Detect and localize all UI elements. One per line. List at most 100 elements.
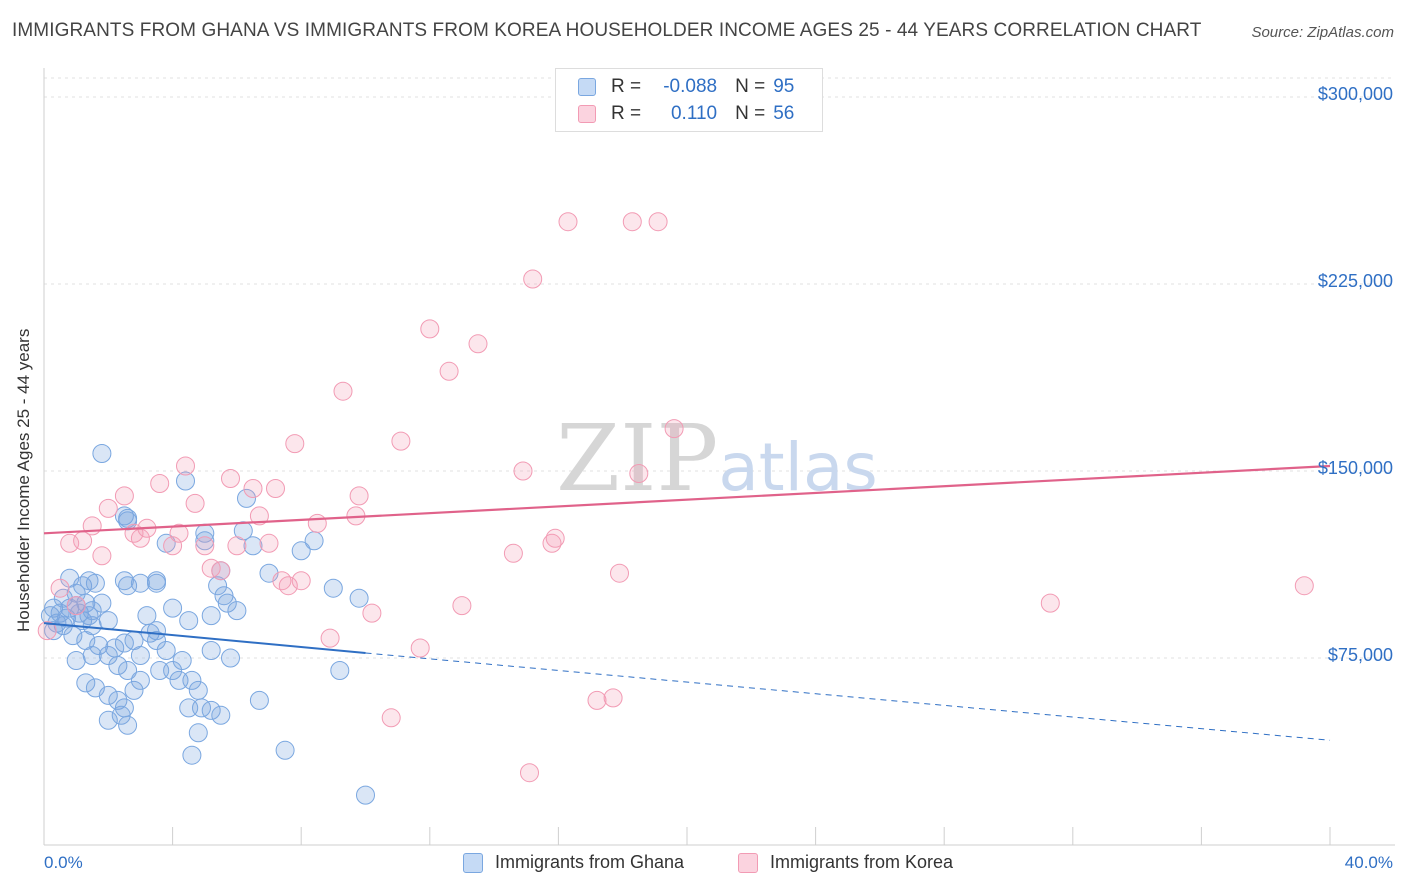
korea-point-27: [278, 576, 298, 596]
chart-source: Source: ZipAtlas.com: [1251, 24, 1394, 41]
ghana-trend-line: [43, 622, 366, 655]
ghana-point-42: [118, 715, 138, 735]
korea-point-40: [439, 361, 459, 381]
legend-item-ghana[interactable]: Immigrants from Ghana: [463, 852, 684, 873]
korea-point-21: [227, 536, 247, 556]
ghana-point-20: [85, 573, 105, 593]
ghana-point-25: [89, 636, 109, 655]
ghana-point-56: [124, 631, 144, 650]
ghana-point-52: [163, 661, 183, 680]
ghana-point-86: [92, 444, 112, 463]
n-value: 56: [773, 103, 795, 124]
ghana-point-81: [237, 488, 256, 508]
korea-point-6: [92, 546, 112, 566]
korea-point-50: [587, 690, 607, 710]
korea-point-52: [610, 563, 629, 583]
ghana-point-95: [349, 588, 369, 608]
chart-title: IMMIGRANTS FROM GHANA VS IMMIGRANTS FROM…: [12, 20, 1202, 41]
ghana-point-67: [208, 576, 228, 596]
ghana-point-75: [201, 700, 221, 720]
legend-item-korea[interactable]: Immigrants from Korea: [738, 852, 953, 873]
korea-point-51: [603, 688, 623, 708]
korea-point-32: [333, 381, 353, 401]
ghana-point-96: [356, 785, 375, 805]
korea-point-42: [468, 334, 488, 354]
ghana-point-51: [156, 641, 176, 660]
korea-point-46: [523, 269, 543, 289]
korea-point-16: [185, 493, 205, 513]
trend-lines: [43, 464, 1331, 741]
korea-point-44: [513, 461, 533, 481]
ghana-point-38: [124, 680, 144, 700]
ghana-point-53: [169, 670, 189, 690]
korea-point-35: [362, 603, 382, 623]
ghana-point-41: [111, 705, 131, 725]
korea-point-8: [114, 486, 134, 506]
y-tick-label-2: $225,000: [1317, 271, 1393, 291]
ghana-point-36: [108, 690, 128, 710]
n-label: N =: [735, 76, 766, 97]
x-tick-label-min: 0.0%: [44, 853, 83, 872]
ghana-point-79: [182, 745, 202, 765]
korea-point-13: [163, 536, 183, 556]
ghana-point-72: [201, 606, 221, 626]
korea-point-38: [410, 638, 430, 658]
ghana-point-94: [330, 661, 350, 680]
ghana-point-90: [275, 740, 295, 760]
korea-point-15: [176, 456, 195, 476]
ghana-point-80: [227, 601, 247, 621]
ghana-point-91: [291, 541, 311, 561]
ghana-point-63: [172, 651, 192, 670]
ghana-point-47: [130, 573, 150, 593]
ghana-trend-extension: [365, 652, 1331, 741]
ghana-point-78: [188, 723, 208, 743]
series-legend: Immigrants from Ghana Immigrants from Ko…: [0, 852, 1406, 878]
korea-point-12: [150, 474, 170, 493]
korea-point-45: [520, 763, 539, 783]
korea-point-31: [320, 628, 340, 648]
korea-point-1: [50, 578, 70, 598]
ghana-point-40: [98, 710, 118, 730]
ghana-point-71: [195, 531, 215, 551]
ghana-point-3: [50, 603, 70, 623]
ghana-point-30: [98, 646, 118, 665]
ghana-point-54: [150, 661, 170, 680]
korea-point-54: [629, 464, 649, 483]
korea-point-39: [420, 319, 440, 339]
r-label: R =: [611, 76, 642, 97]
ghana-point-92: [304, 531, 324, 551]
ghana-legend-swatch: [463, 852, 483, 873]
legend-label-ghana: Immigrants from Ghana: [495, 852, 685, 872]
korea-point-30: [307, 513, 327, 533]
korea-point-23: [249, 506, 269, 526]
gridlines: [44, 77, 1395, 659]
x-tick-label-max: 40.0%: [1344, 853, 1393, 872]
ghana-point-84: [221, 648, 240, 668]
korea-point-0: [37, 621, 57, 641]
ghana-point-60: [147, 621, 166, 641]
korea-point-53: [622, 212, 642, 232]
y-tick-label-3: $300,000: [1317, 84, 1393, 104]
korea-point-43: [503, 543, 523, 563]
stats-legend: R = -0.088 N = 95 R = 0.110 N = 56: [555, 68, 823, 132]
ghana-point-14: [44, 621, 64, 641]
legend-row-ghana: R = -0.088 N = 95: [578, 75, 794, 99]
ghana-swatch: [578, 78, 596, 96]
korea-point-22: [243, 479, 263, 498]
korea-point-2: [66, 596, 86, 616]
ghana-point-28: [66, 651, 86, 670]
ghana-point-77: [179, 698, 199, 718]
ghana-point-62: [179, 611, 199, 631]
korea-point-34: [349, 486, 369, 506]
korea-point-36: [381, 708, 401, 728]
korea-point-55: [648, 212, 668, 232]
ghana-point-69: [217, 593, 237, 613]
ghana-point-85: [176, 471, 195, 491]
korea-point-19: [211, 561, 231, 581]
ghana-point-65: [188, 680, 208, 700]
korea-point-7: [98, 498, 118, 518]
korea-swatch: [578, 105, 596, 123]
ghana-point-39: [130, 670, 150, 690]
ghana-point-32: [118, 661, 138, 680]
